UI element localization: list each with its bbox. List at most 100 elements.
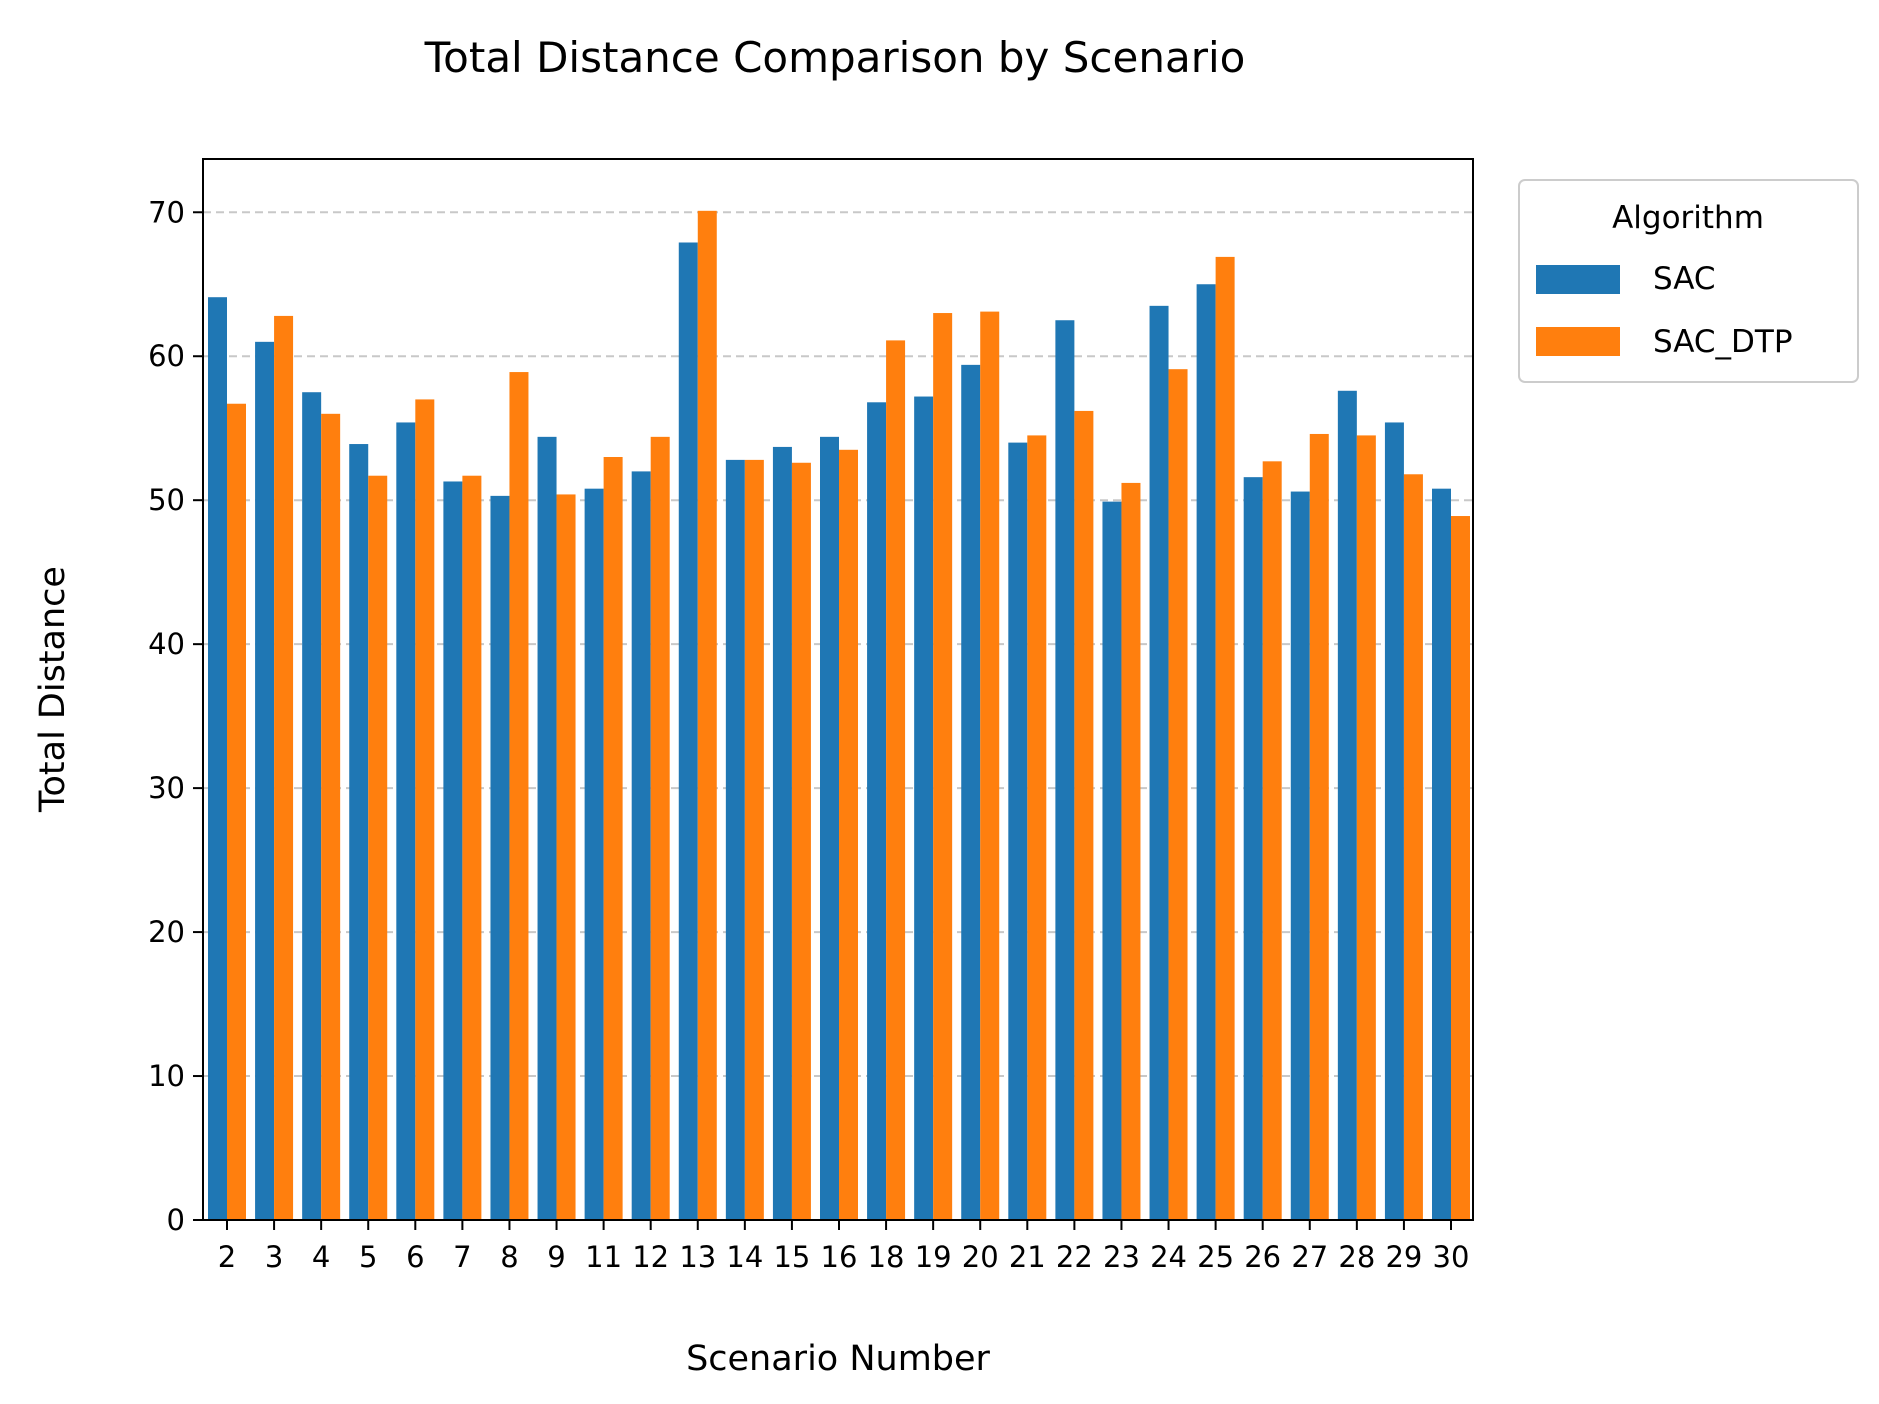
legend-label-sac-dtp: SAC_DTP bbox=[1653, 324, 1793, 360]
bar-sac-dtp-5 bbox=[368, 475, 388, 1220]
bar-sac-12 bbox=[631, 471, 651, 1220]
bar-sac-9 bbox=[537, 436, 557, 1220]
legend-title: Algorithm bbox=[1612, 200, 1764, 236]
legend-label-sac: SAC bbox=[1653, 261, 1716, 297]
x-tick-label: 24 bbox=[1150, 1240, 1187, 1274]
bar-sac-30 bbox=[1432, 488, 1451, 1221]
bar-sac-13 bbox=[678, 242, 698, 1220]
legend: Algorithm SAC SAC_DTP bbox=[1518, 179, 1859, 383]
y-axis-label: Total Distance bbox=[33, 566, 73, 813]
bar-sac-8 bbox=[490, 495, 510, 1220]
bar-sac-dtp-15 bbox=[791, 462, 811, 1220]
y-tick-label: 70 bbox=[148, 195, 185, 229]
y-tick-label: 30 bbox=[148, 771, 185, 805]
x-tick-label: 2 bbox=[218, 1240, 236, 1274]
x-tick-label: 4 bbox=[312, 1240, 330, 1274]
bar-sac-4 bbox=[302, 392, 322, 1220]
x-tick-label: 15 bbox=[773, 1240, 810, 1274]
bars bbox=[208, 210, 1470, 1221]
x-tick-label: 8 bbox=[500, 1240, 518, 1274]
x-tick-label: 7 bbox=[453, 1240, 471, 1274]
x-tick-label: 28 bbox=[1338, 1240, 1375, 1274]
bar-sac-3 bbox=[255, 341, 275, 1220]
bar-sac-16 bbox=[820, 436, 839, 1220]
bar-sac-dtp-6 bbox=[415, 399, 435, 1220]
x-tick-label: 22 bbox=[1056, 1240, 1093, 1274]
bar-sac-dtp-18 bbox=[886, 340, 906, 1221]
bar-sac-dtp-26 bbox=[1262, 461, 1282, 1221]
x-tick-label: 16 bbox=[821, 1240, 858, 1274]
bar-sac-26 bbox=[1243, 477, 1263, 1221]
x-tick-label: 12 bbox=[632, 1240, 669, 1274]
y-tick-label: 50 bbox=[148, 483, 185, 517]
bar-sac-dtp-21 bbox=[1027, 435, 1047, 1220]
x-tick-label: 23 bbox=[1103, 1240, 1140, 1274]
y-tick-label: 10 bbox=[148, 1059, 185, 1093]
x-tick-label: 18 bbox=[868, 1240, 905, 1274]
bar-sac-dtp-7 bbox=[462, 475, 482, 1220]
bar-sac-dtp-20 bbox=[980, 311, 1000, 1220]
x-tick-label: 13 bbox=[679, 1240, 716, 1274]
bar-sac-6 bbox=[396, 422, 416, 1221]
y-tick-label: 0 bbox=[167, 1203, 185, 1237]
bar-sac-29 bbox=[1384, 422, 1404, 1221]
bar-sac-dtp-29 bbox=[1403, 474, 1423, 1220]
legend-swatch-sac-dtp bbox=[1536, 327, 1620, 356]
bar-sac-dtp-25 bbox=[1215, 256, 1235, 1220]
x-tick-label: 6 bbox=[406, 1240, 424, 1274]
bar-sac-14 bbox=[725, 459, 745, 1220]
bar-sac-dtp-27 bbox=[1309, 433, 1329, 1221]
bar-sac-11 bbox=[584, 488, 604, 1221]
y-tick-label: 40 bbox=[148, 627, 185, 661]
bar-sac-27 bbox=[1290, 491, 1310, 1220]
bar-sac-dtp-12 bbox=[650, 436, 670, 1220]
bar-sac-dtp-3 bbox=[274, 315, 294, 1220]
bar-sac-dtp-30 bbox=[1451, 516, 1470, 1220]
x-tick-label: 30 bbox=[1433, 1240, 1470, 1274]
bar-sac-dtp-4 bbox=[321, 413, 341, 1220]
x-axis-label: Scenario Number bbox=[686, 1339, 990, 1379]
bar-sac-15 bbox=[772, 446, 792, 1220]
x-tick-label: 26 bbox=[1244, 1240, 1281, 1274]
x-tick-label: 29 bbox=[1385, 1240, 1422, 1274]
bar-sac-dtp-11 bbox=[603, 457, 623, 1220]
bar-sac-28 bbox=[1337, 390, 1357, 1221]
bar-sac-2 bbox=[208, 297, 227, 1221]
bar-sac-dtp-16 bbox=[839, 449, 858, 1221]
x-axis: 2 3 4 5 6 7 8 9 11 12 13 14 15 16 18 19 20 21 22 23 24 25 26 27… bbox=[218, 1220, 1470, 1274]
bar-sac-23 bbox=[1102, 501, 1122, 1220]
bar-sac-dtp-28 bbox=[1356, 435, 1376, 1220]
bar-sac-22 bbox=[1055, 320, 1075, 1221]
x-tick-label: 25 bbox=[1197, 1240, 1234, 1274]
bar-sac-24 bbox=[1149, 305, 1169, 1220]
bar-sac-7 bbox=[443, 481, 463, 1221]
bar-sac-18 bbox=[867, 402, 887, 1221]
x-tick-label: 3 bbox=[265, 1240, 283, 1274]
x-tick-label: 21 bbox=[1009, 1240, 1046, 1274]
x-tick-label: 9 bbox=[547, 1240, 565, 1274]
bar-sac-dtp-9 bbox=[556, 494, 576, 1220]
x-tick-label: 5 bbox=[359, 1240, 377, 1274]
bar-sac-dtp-19 bbox=[933, 313, 953, 1221]
bar-sac-21 bbox=[1008, 442, 1028, 1220]
bar-sac-dtp-23 bbox=[1121, 482, 1141, 1220]
x-tick-label: 11 bbox=[585, 1240, 622, 1274]
bar-sac-dtp-2 bbox=[227, 403, 246, 1220]
bar-sac-dtp-14 bbox=[744, 459, 764, 1220]
chart-title: Total Distance Comparison by Scenario bbox=[424, 33, 1246, 82]
bar-sac-dtp-24 bbox=[1168, 369, 1188, 1220]
y-tick-label: 20 bbox=[148, 915, 185, 949]
bar-sac-19 bbox=[914, 396, 934, 1220]
x-tick-label: 27 bbox=[1291, 1240, 1328, 1274]
y-axis: 0 10 20 30 40 50 60 70 bbox=[148, 195, 203, 1237]
bar-sac-5 bbox=[349, 444, 369, 1220]
x-tick-label: 20 bbox=[962, 1240, 999, 1274]
bar-sac-dtp-13 bbox=[697, 210, 717, 1221]
y-tick-label: 60 bbox=[148, 339, 185, 373]
bar-sac-dtp-22 bbox=[1074, 410, 1094, 1221]
x-tick-label: 19 bbox=[915, 1240, 952, 1274]
legend-swatch-sac bbox=[1536, 265, 1620, 294]
bar-sac-25 bbox=[1196, 284, 1216, 1220]
x-tick-label: 14 bbox=[726, 1240, 763, 1274]
